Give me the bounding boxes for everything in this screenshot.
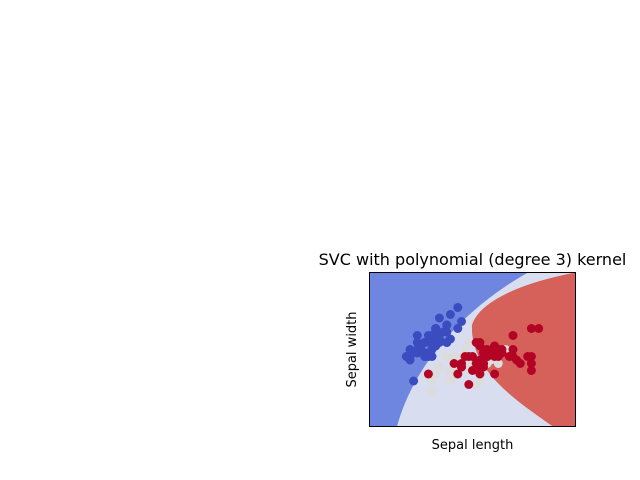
scatter-points — [401, 303, 544, 396]
point-class-1 — [427, 376, 437, 386]
point-class-0 — [442, 320, 452, 330]
decision-region-class-2 — [471, 272, 576, 427]
point-class-1 — [475, 376, 485, 386]
point-class-2 — [457, 362, 466, 372]
plot-frame — [369, 272, 576, 427]
point-class-0 — [412, 345, 422, 354]
point-class-2 — [423, 369, 433, 379]
point-class-2 — [482, 352, 492, 361]
point-class-1 — [442, 352, 452, 361]
point-class-0 — [434, 313, 444, 323]
point-class-2 — [508, 331, 518, 340]
point-class-2 — [475, 369, 485, 379]
point-class-2 — [526, 352, 536, 361]
point-class-2 — [460, 352, 470, 361]
point-class-2 — [508, 352, 518, 361]
point-class-2 — [475, 359, 485, 368]
point-class-2 — [508, 345, 518, 354]
point-class-0 — [427, 341, 437, 351]
point-class-0 — [427, 334, 437, 344]
point-class-2 — [453, 369, 463, 379]
point-class-2 — [464, 380, 474, 389]
point-class-2 — [526, 366, 536, 375]
point-class-2 — [526, 359, 536, 368]
point-class-0 — [405, 345, 415, 354]
point-class-2 — [471, 338, 481, 347]
point-class-2 — [526, 324, 536, 333]
point-class-2 — [468, 366, 477, 375]
point-class-1 — [427, 387, 437, 396]
point-class-0 — [420, 352, 430, 361]
point-class-0 — [453, 324, 463, 333]
point-class-0 — [412, 331, 422, 340]
point-class-0 — [453, 303, 463, 312]
point-class-2 — [490, 341, 500, 351]
point-class-0 — [405, 352, 415, 361]
x-axis-label: Sepal length — [432, 438, 514, 453]
point-class-2 — [490, 369, 500, 379]
plot-area — [369, 272, 576, 427]
point-class-2 — [534, 324, 544, 333]
point-class-0 — [457, 317, 466, 326]
point-class-1 — [493, 359, 503, 368]
decision-region-class-0 — [369, 272, 528, 427]
point-class-2 — [449, 359, 459, 368]
point-class-1 — [431, 369, 441, 379]
point-class-0 — [409, 376, 419, 386]
point-class-1 — [460, 345, 470, 354]
point-class-0 — [420, 338, 430, 347]
point-class-2 — [490, 352, 500, 361]
point-class-0 — [431, 324, 441, 333]
point-class-1 — [464, 338, 474, 347]
point-class-0 — [412, 338, 422, 347]
point-class-0 — [445, 310, 455, 319]
point-class-2 — [515, 359, 525, 368]
point-class-0 — [438, 327, 448, 337]
point-class-1 — [434, 362, 444, 372]
chart-title: SVC with polynomial (degree 3) kernel — [319, 250, 627, 269]
y-axis-label: Sepal width — [345, 311, 360, 387]
point-class-0 — [445, 334, 455, 344]
